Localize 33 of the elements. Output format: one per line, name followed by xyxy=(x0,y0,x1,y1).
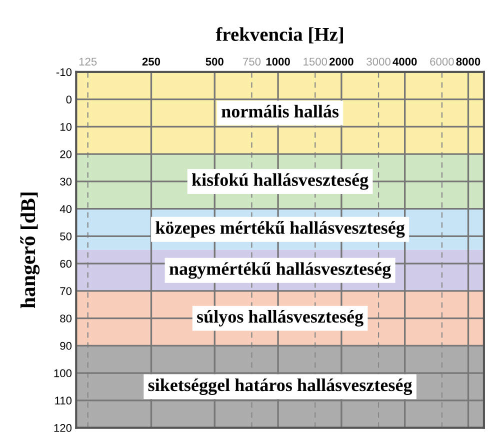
y-tick-label: 0 xyxy=(66,96,72,104)
y-tick-label: 60 xyxy=(60,260,72,268)
x-tick-label: 500 xyxy=(206,58,224,66)
y-tick-label: 90 xyxy=(60,342,72,350)
x-tick-label: 3000 xyxy=(366,58,390,66)
x-tick-label: 125 xyxy=(79,58,97,66)
x-axis-title: frekvencia [Hz] xyxy=(216,27,343,44)
band-label: súlyos hallásveszteség xyxy=(197,310,364,327)
y-tick-label: -10 xyxy=(56,68,72,76)
x-tick-label: 6000 xyxy=(430,58,454,66)
band-label: kisfokú hallásveszteség xyxy=(192,173,368,190)
y-tick-label: 70 xyxy=(60,287,72,296)
y-axis-title: hangerő [dB] xyxy=(20,192,40,308)
x-tick-label: 750 xyxy=(243,58,261,66)
y-tick-label: 30 xyxy=(60,178,72,186)
x-tick-label: 1000 xyxy=(266,58,290,66)
y-tick-label: 40 xyxy=(60,205,72,213)
x-tick-label: 1500 xyxy=(304,58,328,66)
y-tick-label: 120 xyxy=(54,424,72,432)
band-label: nagymértékű hallásveszteség xyxy=(169,262,391,279)
y-tick-label: 20 xyxy=(60,150,72,158)
y-tick-label: 100 xyxy=(54,369,72,378)
band-label: közepes mértékű hallásveszteség xyxy=(156,220,405,238)
x-tick-label: 250 xyxy=(142,58,160,66)
y-tick-label: 10 xyxy=(60,122,72,131)
y-tick-label: 110 xyxy=(55,396,72,405)
x-tick-label: 8000 xyxy=(456,58,480,66)
y-tick-label: 80 xyxy=(60,314,72,322)
band-label: normális hallás xyxy=(222,104,339,118)
x-tick-label: 2000 xyxy=(329,58,354,66)
y-tick-label: 50 xyxy=(60,232,72,240)
band-label: siketséggel határos hallásveszteség xyxy=(148,378,412,395)
x-tick-label: 4000 xyxy=(392,58,417,66)
